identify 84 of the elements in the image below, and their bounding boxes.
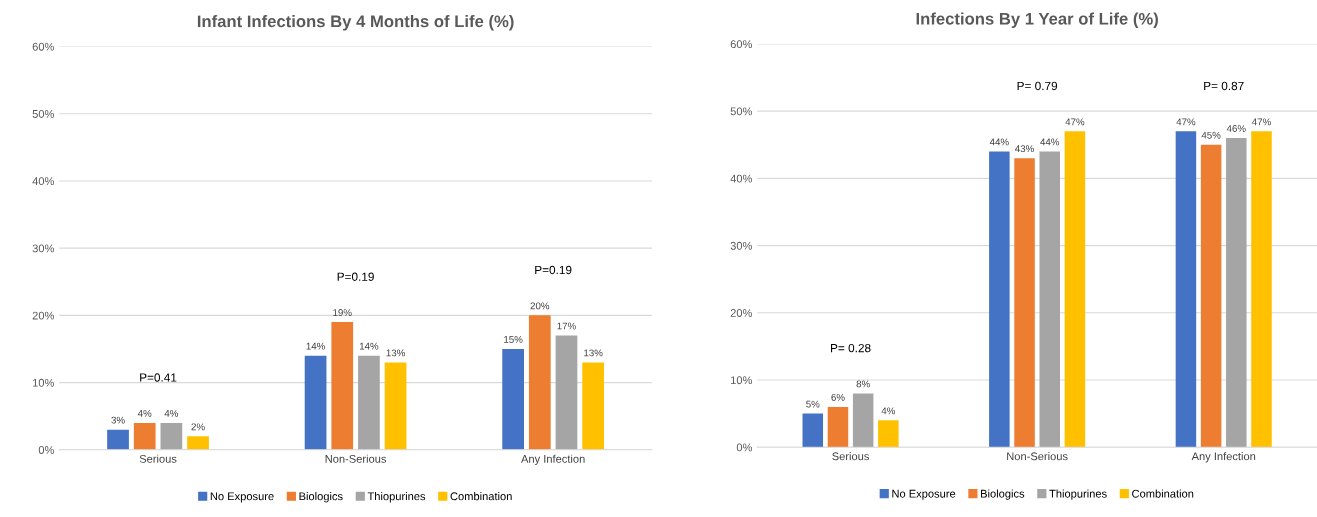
bar [528,315,551,450]
annotation: P= 0.28 [831,343,871,353]
y-tick-label: 60% [32,42,55,51]
annotation: P=0.19 [535,265,572,275]
bar [133,422,156,450]
data-label: 44% [1040,138,1060,146]
x-tick-label: Non-Serious [325,454,387,463]
x-tick-label: Any Infection [1191,452,1256,463]
x-tick-label: Serious [139,454,177,463]
y-tick-label: 30% [730,241,753,250]
annotation: P= 0.79 [1017,81,1058,91]
legend-label: Biologics [981,489,1025,500]
y-tick-label: 40% [32,177,55,186]
y-tick-label: 0% [736,443,753,452]
y-tick-label: 50% [32,110,55,118]
bar [331,322,354,450]
bar [304,355,327,450]
legend-label: Thiopurines [367,492,426,503]
data-label: 3% [111,416,125,424]
bar [1200,144,1222,448]
bar [107,429,129,450]
data-label: 47% [1251,118,1271,126]
bar [1064,131,1086,448]
data-label: 4% [137,409,152,417]
data-label: 47% [1176,118,1196,126]
y-tick-label: 20% [32,311,55,320]
annotation: P= 0.87 [1204,81,1244,91]
y-tick-label: 20% [730,309,753,317]
data-label: 45% [1201,131,1221,139]
data-label: 17% [557,322,576,330]
bar [1039,151,1060,448]
bar [1226,138,1247,448]
bar [555,335,578,450]
x-tick-label: Any Infection [521,454,585,466]
bar [1251,131,1272,448]
data-label: 43% [1015,145,1034,153]
bar [1175,131,1197,448]
data-label: 44% [989,138,1009,146]
bar [160,422,183,450]
chart-title: Infections By 1 Year of Life (%) [916,12,1158,28]
bar [827,406,849,448]
data-label: 2% [191,423,205,431]
data-label: 14% [306,342,325,350]
annotation: P=0.19 [337,272,374,281]
data-label: 4% [881,407,896,415]
data-label: 46% [1226,125,1246,132]
y-tick-label: 0% [38,446,55,454]
data-label: 13% [584,349,603,357]
bar [1014,158,1035,448]
data-label: 47% [1065,118,1085,126]
data-label: 20% [530,302,550,310]
legend-label: No Exposure [210,492,274,503]
y-tick-label: 60% [730,40,753,49]
data-label: 5% [806,400,820,408]
bar [384,362,407,450]
y-tick-label: 50% [730,107,753,116]
chart-title: Infant Infections By 4 Months of Life (%) [197,15,514,31]
data-label: 15% [504,336,523,343]
bar [802,413,824,448]
data-label: 8% [856,380,870,388]
bar [852,393,874,448]
x-tick-label: Serious [832,452,869,461]
y-tick-label: 30% [32,244,55,253]
bar [187,436,209,450]
data-label: 14% [359,342,379,350]
data-label: 13% [386,349,405,357]
bar [582,362,605,450]
legend-label: No Exposure [892,489,956,500]
legend-label: Combination [450,492,512,501]
bar [989,151,1010,448]
y-tick-label: 10% [731,376,753,385]
data-label: 4% [164,409,179,417]
annotation: P=0.41 [140,373,177,382]
legend-label: Thiopurines [1049,489,1107,500]
y-tick-label: 10% [33,378,55,387]
bar [878,420,899,448]
bar [502,348,524,450]
data-label: 6% [831,393,845,401]
bar [358,355,380,450]
y-tick-label: 40% [730,174,753,183]
data-label: 19% [333,309,352,316]
x-tick-label: Non-Serious [1007,452,1068,461]
legend-label: Combination [1132,489,1194,498]
legend-label: Biologics [299,492,343,503]
